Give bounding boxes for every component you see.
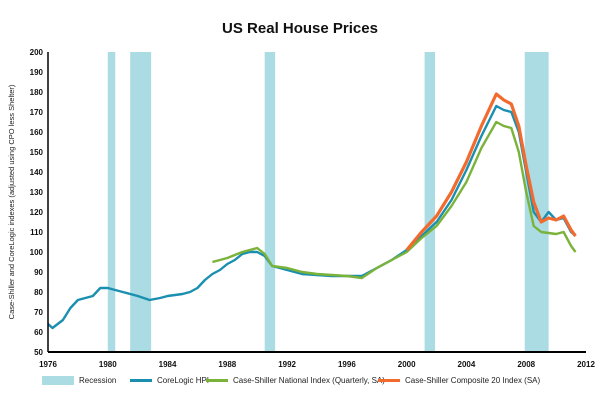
legend: Recession CoreLogic HPI Case-Shiller Nat… — [0, 376, 600, 390]
x-tick-label: 2004 — [458, 360, 476, 369]
x-tick-label: 2000 — [398, 360, 416, 369]
recession-band — [524, 52, 549, 352]
legend-label-composite: Case-Shiller Composite 20 Index (SA) — [405, 376, 541, 385]
y-tick-label: 190 — [30, 68, 44, 77]
legend-swatch-national — [206, 379, 228, 382]
legend-item-composite: Case-Shiller Composite 20 Index (SA) — [378, 376, 540, 385]
legend-item-corelogic: CoreLogic HPI — [130, 376, 209, 385]
recession-band — [424, 52, 436, 352]
x-tick-label: 1976 — [39, 360, 57, 369]
legend-swatch-composite — [378, 379, 400, 382]
x-tick-label: 2012 — [577, 360, 595, 369]
y-axis-label: Case-Shiller and CoreLogic indexes (adju… — [7, 84, 16, 319]
legend-swatch-corelogic — [130, 379, 152, 382]
series-line-1 — [212, 120, 577, 280]
series-line-0 — [47, 104, 577, 330]
recession-band — [264, 52, 276, 352]
chart-title: US Real House Prices — [222, 20, 378, 37]
y-tick-label: 140 — [30, 168, 44, 177]
legend-swatch-recession — [42, 376, 74, 385]
recession-band — [130, 52, 152, 352]
y-tick-label: 180 — [30, 88, 44, 97]
x-tick-label: 1988 — [218, 360, 236, 369]
x-tick-label: 1980 — [99, 360, 117, 369]
series-line-2 — [405, 92, 577, 252]
x-tick-label: 1992 — [278, 360, 296, 369]
y-tick-label: 50 — [34, 348, 43, 357]
y-tick-label: 200 — [30, 48, 44, 57]
y-tick-label: 150 — [30, 148, 44, 157]
x-tick-label: 1996 — [338, 360, 356, 369]
legend-label-recession: Recession — [79, 376, 117, 385]
y-tick-label: 170 — [30, 108, 44, 117]
y-tick-label: 130 — [30, 188, 44, 197]
y-tick-label: 80 — [34, 288, 43, 297]
legend-label-national: Case-Shiller National Index (Quarterly, … — [233, 376, 385, 385]
recession-band — [107, 52, 116, 352]
y-tick-label: 90 — [34, 268, 43, 277]
y-tick-label: 110 — [30, 228, 43, 237]
y-tick-label: 120 — [30, 208, 44, 217]
legend-item-national: Case-Shiller National Index (Quarterly, … — [206, 376, 385, 385]
y-tick-label: 60 — [34, 328, 43, 337]
y-tick-label: 100 — [30, 248, 44, 257]
y-tick-label: 70 — [34, 308, 43, 317]
legend-label-corelogic: CoreLogic HPI — [157, 376, 210, 385]
x-tick-label: 1984 — [159, 360, 177, 369]
legend-item-recession: Recession — [42, 376, 116, 385]
x-tick-label: 2008 — [517, 360, 535, 369]
y-tick-label: 160 — [30, 128, 44, 137]
